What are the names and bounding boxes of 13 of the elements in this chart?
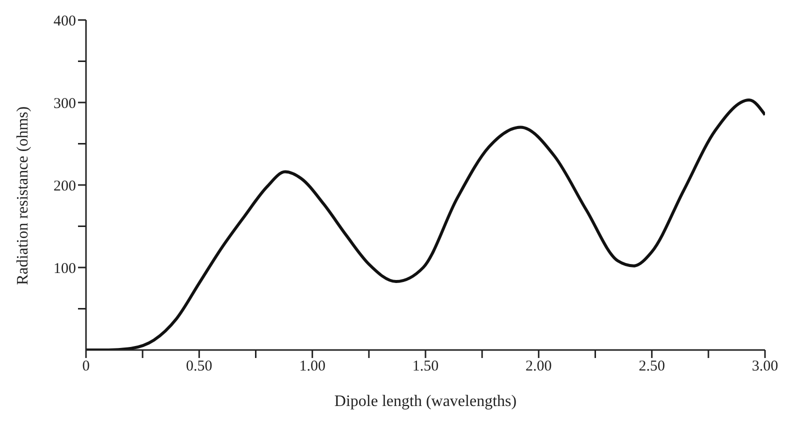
x-tick-label: 3.00 <box>752 358 778 375</box>
x-tick-label: 1.00 <box>299 358 326 375</box>
x-tick-label: 2.00 <box>526 358 552 375</box>
y-tick-label: 200 <box>54 178 76 194</box>
x-axis-title: Dipole length (wavelengths) <box>334 393 517 410</box>
y-tick-label: 100 <box>54 260 76 277</box>
x-tick-label: 1.50 <box>412 358 439 375</box>
y-tick-label: 300 <box>54 96 76 112</box>
x-tick-label: 2.50 <box>638 358 665 375</box>
y-axis-title: Radiation resistance (ohms) <box>14 106 32 285</box>
y-tick-label: 400 <box>54 13 76 30</box>
x-tick-label: 0 <box>82 358 90 375</box>
x-tick-label: 0.50 <box>186 358 212 375</box>
